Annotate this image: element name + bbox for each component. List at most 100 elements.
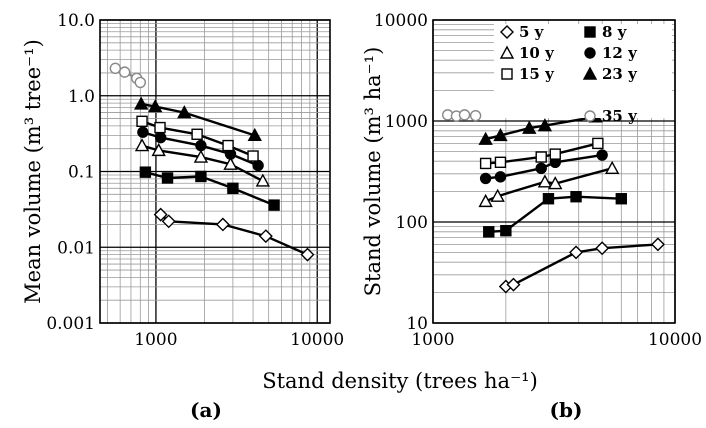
legend-label-10-y: 10 y <box>519 44 555 62</box>
panel-b-series-15-y-point <box>494 156 507 169</box>
panel-a-ytick-label: 0.001 <box>46 314 95 334</box>
panel-a-series-35-y-point <box>109 62 122 75</box>
panel-b-series-15-y-point <box>479 157 492 170</box>
panel-b-series-5-y <box>498 237 665 294</box>
panel-b-series-5-y-point <box>595 241 610 256</box>
panel-b-series-23-y-point <box>493 127 508 142</box>
panel-b-series-23-y-point <box>537 118 553 132</box>
panel-a-series-15-y-point <box>222 139 234 152</box>
panel-b-series-8-y <box>483 191 628 238</box>
panel-a-series-10-y-point <box>223 156 238 170</box>
legend-marker-8-y <box>584 26 596 38</box>
legend-label-35-y: 35 y <box>602 107 638 125</box>
legend-label-8-y: 8 y <box>602 23 628 41</box>
panel-b-series-10-y-point <box>537 174 553 188</box>
panel-a-series-35-y-point <box>118 66 131 78</box>
panel-a-series-8-y <box>139 166 280 211</box>
panel-b-series-12-y-point <box>535 162 547 175</box>
panel-a-series-15-y <box>136 115 259 162</box>
legend-label-5-y: 5 y <box>519 23 545 41</box>
panel-b-series-5-y-point <box>569 245 584 260</box>
panel-b-series-12-y <box>479 149 608 185</box>
panel-a-series-23-y-line <box>140 102 256 137</box>
panel-b-series-15-y-point <box>592 137 604 150</box>
panel-b: 10 100 1000 10000 1000 10000 Stand volume (m³ … <box>361 11 702 350</box>
panel-a-series-10-y <box>134 138 271 187</box>
panel-a-series-12-y-point <box>252 159 264 172</box>
panel-a-series-8-y-point <box>227 182 239 195</box>
panel-b-series-35-y-point <box>458 109 471 121</box>
panel-b-series-15-y-point <box>535 151 547 163</box>
panel-a-series-8-y-point <box>268 199 280 211</box>
panel-b-series-8-y-point <box>483 226 495 238</box>
panel-a-series-10-y-point <box>134 138 150 152</box>
panel-a-series-23-y-point <box>177 105 192 119</box>
panel-a-ytick-label: 0.1 <box>68 163 95 183</box>
panel-b-series-10-y-point <box>548 176 563 190</box>
legend-label-23-y: 23 y <box>602 65 638 83</box>
panel-a-series-5-y-point <box>153 207 168 222</box>
panel-b-series-23-y-point <box>522 120 537 134</box>
panel-b-series-10-y-point <box>478 193 493 208</box>
panel-b-series-8-y-point <box>615 193 628 205</box>
panel-b-series-8-y-point <box>500 225 512 237</box>
panel-b-series-12-y-point <box>479 172 492 185</box>
panel-a-series-12-y-point <box>154 131 167 144</box>
panel-b-series-35-y <box>441 109 482 122</box>
panel-b-series-8-y-point <box>570 191 582 203</box>
panel-a-series-5-y-point <box>215 217 230 232</box>
legend-marker-35-y <box>584 110 596 122</box>
panel-b-series-10-y <box>478 160 620 208</box>
legend-marker-5-y <box>500 25 514 39</box>
shared-x-axis-label: Stand density (trees ha⁻¹) <box>262 369 538 393</box>
panel-a-frame <box>99 19 331 324</box>
panel-b-series-15-y-point <box>549 148 561 160</box>
panel-a-series-15-y-point <box>154 121 166 134</box>
panel-a: 0.001 0.01 0.1 1.0 10.0 1000 10000 Mean volume … <box>21 11 344 350</box>
panel-b-xtick-label: 1000 <box>411 330 454 350</box>
panel-b-series-15-y <box>479 137 604 170</box>
panel-b-series-23-y-point <box>478 131 493 145</box>
panel-a-series-23-y <box>133 96 262 142</box>
panel-a-series-15-y-point <box>191 128 203 140</box>
legend-marker-15-y <box>501 68 513 80</box>
panel-a-series-8-y-point <box>195 170 207 183</box>
panel-b-y-axis-label: Stand volume (m³ ha⁻¹) <box>361 47 385 297</box>
legend-marker-12-y <box>584 47 596 59</box>
panel-a-ytick-label: 0.01 <box>57 238 95 258</box>
panel-b-frame <box>432 19 676 324</box>
panel-a-series-12-y-point <box>137 126 149 138</box>
panel-a-series-35-y <box>109 62 147 89</box>
panel-b-ytick-label: 100 <box>396 213 428 233</box>
panel-b-label: (b) <box>550 398 583 422</box>
panel-a-series-35-y-point <box>134 76 147 89</box>
panel-a-series-10-y-point <box>151 142 166 157</box>
panel-b-ytick-label: 10 <box>406 314 428 334</box>
panel-a-series-12-y-point <box>195 139 207 152</box>
panel-b-ytick-label: 1000 <box>385 112 428 132</box>
panel-a-series-15-y-point <box>247 150 259 162</box>
panel-a-series-5-y-point <box>161 214 176 229</box>
panel-a-series-5-y-point <box>300 247 315 262</box>
panel-a-series-5-y-point <box>258 229 273 244</box>
legend-marker-10-y <box>499 45 515 59</box>
panel-a-ytick-label: 10.0 <box>57 11 95 31</box>
panel-a-series-10-y-point <box>255 173 271 187</box>
panel-b-xtick-label: 10000 <box>648 330 702 350</box>
legend-marker-23-y <box>582 66 598 80</box>
panel-a-series-8-y-point <box>161 172 174 184</box>
legend-box <box>494 24 672 118</box>
panel-a-series-23-y-point <box>247 127 262 142</box>
panel-a-series-12-y <box>137 126 264 172</box>
panel-b-series-35-y-point <box>469 109 482 122</box>
panel-b-series-5-y-point <box>506 277 521 292</box>
panel-b-series-10-y-point <box>604 160 620 175</box>
panel-a-ytick-label: 1.0 <box>68 87 95 107</box>
panel-b-ytick-label: 10000 <box>374 11 428 31</box>
panel-b-series-10-y-point <box>490 188 505 202</box>
panel-a-series-15-y-point <box>136 115 148 127</box>
panel-b-legend: 5 y 8 y 10 y 12 y 15 y 23 y 35 y <box>494 23 672 125</box>
panel-a-xtick-label: 1000 <box>134 330 177 350</box>
